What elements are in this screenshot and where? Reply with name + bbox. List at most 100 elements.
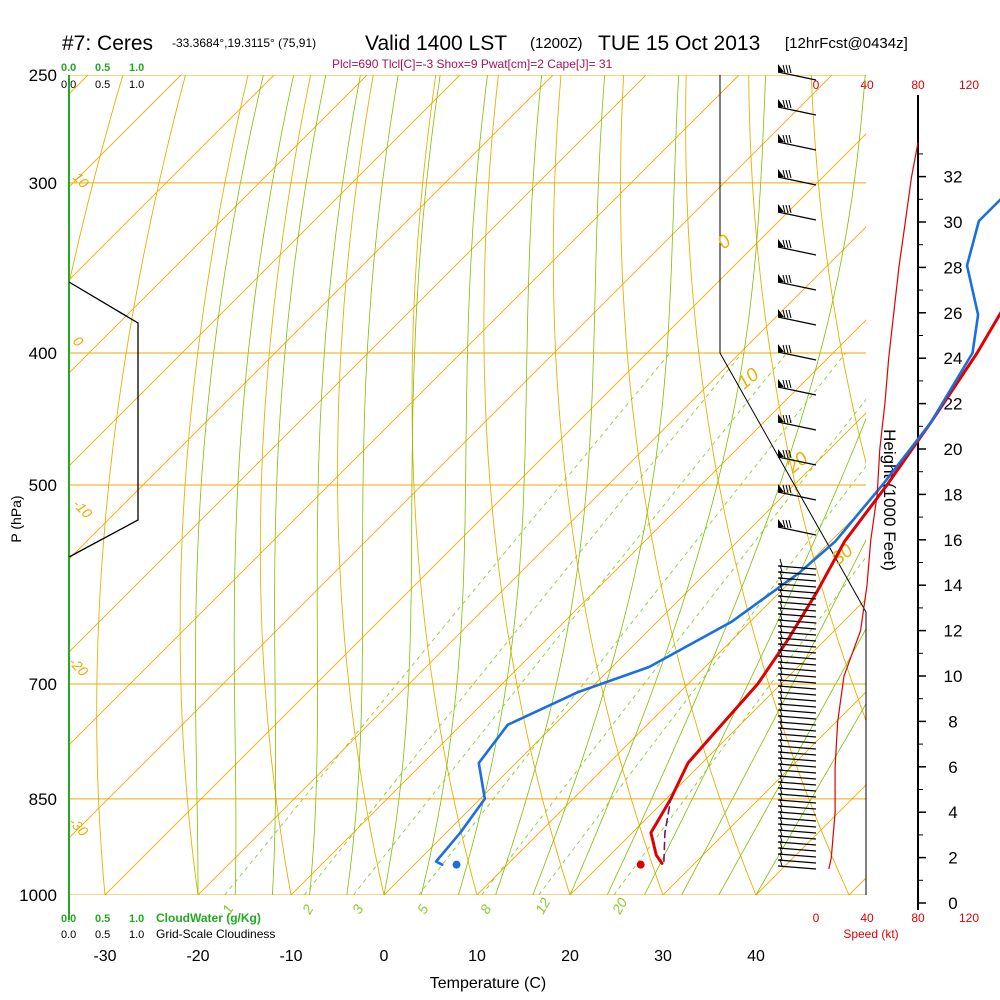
wind-barb-staff bbox=[777, 491, 817, 501]
wind-barb-feather bbox=[779, 792, 783, 801]
wind-barb-feather bbox=[779, 588, 783, 597]
wind-barb-feather bbox=[779, 612, 783, 621]
height-tick-label: 18 bbox=[944, 485, 963, 504]
wind-barb-staff bbox=[777, 281, 817, 291]
wind-barb-staff bbox=[777, 421, 817, 431]
wind-barb-staff bbox=[777, 661, 817, 666]
height-tick-label: 24 bbox=[944, 349, 963, 368]
wind-barb-feather bbox=[788, 414, 792, 424]
wind-barb-feather bbox=[785, 239, 789, 249]
wind-barb-pennant bbox=[778, 379, 784, 387]
wind-barb-feather bbox=[785, 274, 789, 284]
wind-barb-feather bbox=[779, 600, 783, 609]
wind-barb-feather bbox=[779, 660, 783, 669]
wind-barb-feather bbox=[782, 274, 786, 284]
wind-barb-staff bbox=[777, 351, 817, 361]
wind-barb-feather bbox=[785, 414, 789, 424]
cloud-water-scale-bottom: 0.0 0.5 1.0 CloudWater (g/Kg) 0.0 0.5 1.… bbox=[61, 911, 275, 941]
pressure-tick-label: 500 bbox=[29, 476, 57, 495]
temperature-tick-label: -20 bbox=[186, 948, 209, 965]
speed-tick: 40 bbox=[860, 911, 874, 925]
wind-barb-feather bbox=[779, 618, 783, 627]
pressure-tick-label: 1000 bbox=[19, 886, 57, 905]
temperature-tick-label: 40 bbox=[747, 948, 765, 965]
wind-barb-staff bbox=[777, 841, 817, 846]
wind-barb-feather bbox=[779, 678, 783, 687]
dry-adiabat-line bbox=[620, 75, 757, 895]
cloud-water-tick: 1.0 bbox=[129, 62, 144, 74]
wind-barb-feather bbox=[779, 690, 783, 699]
wind-barb-feather bbox=[788, 379, 792, 389]
wind-barb-staff bbox=[777, 703, 817, 708]
wind-barb-feather bbox=[779, 762, 783, 771]
wind-barb-feather bbox=[788, 64, 792, 74]
wind-barb-staff bbox=[777, 691, 817, 696]
wind-barb-pennant bbox=[778, 484, 784, 492]
wind-barb-staff bbox=[777, 757, 817, 762]
wind-barb-feather bbox=[788, 134, 792, 144]
wind-barb-staff bbox=[777, 643, 817, 648]
wind-barb-feather bbox=[782, 519, 786, 529]
cloudiness-tick: 1.0 bbox=[129, 79, 144, 91]
wind-barb-staff bbox=[777, 316, 817, 326]
wind-barb-feather bbox=[788, 239, 792, 249]
wind-barb-staff bbox=[777, 631, 817, 636]
dry-adiabat-line bbox=[259, 75, 312, 895]
utc-time: (1200Z) bbox=[530, 35, 583, 52]
wind-barb-staff bbox=[777, 637, 817, 642]
wind-barb-feather bbox=[782, 134, 786, 144]
wind-speed-line bbox=[828, 142, 919, 870]
mixing-ratio-line bbox=[303, 352, 743, 895]
wind-barb-feather bbox=[785, 204, 789, 214]
wind-barb-feather bbox=[779, 744, 783, 753]
temperature-tick-label: 10 bbox=[468, 948, 486, 965]
wind-panel-boundary bbox=[719, 75, 867, 895]
wind-barb-feather bbox=[779, 672, 783, 681]
parcel-line bbox=[663, 798, 672, 863]
surface-temperature-point bbox=[636, 860, 645, 869]
mixing-ratio-label: 8 bbox=[477, 902, 495, 917]
wind-barb-pennant bbox=[778, 449, 784, 457]
wind-barb-feather bbox=[779, 582, 783, 591]
station-coords: -33.3684°,19.3115° (75,91) bbox=[172, 36, 316, 50]
height-tick-label: 14 bbox=[944, 576, 963, 595]
wind-barb-feather bbox=[782, 99, 786, 109]
cloudiness-label: Grid-Scale Cloudiness bbox=[156, 927, 275, 941]
speed-tick: 80 bbox=[911, 78, 925, 92]
sounding-series bbox=[434, 198, 1000, 869]
wind-barb-feather bbox=[779, 816, 783, 825]
wind-barb-staff bbox=[777, 697, 817, 702]
wind-barb-feather bbox=[779, 840, 783, 849]
wind-barbs bbox=[777, 64, 919, 870]
speed-axis-top: 0 40 80 120 bbox=[813, 78, 980, 92]
wind-barb-staff bbox=[777, 769, 817, 774]
wind-barb-feather bbox=[779, 606, 783, 615]
cloud-water-label: CloudWater (g/Kg) bbox=[156, 911, 261, 925]
wind-barb-feather bbox=[779, 702, 783, 711]
cloudiness-tick: 0.5 bbox=[95, 79, 110, 91]
wind-barb-feather bbox=[782, 309, 786, 319]
dry-adiabat-line bbox=[483, 75, 571, 895]
isotherm-label: -10 bbox=[70, 496, 96, 522]
wind-barb-staff bbox=[777, 607, 817, 612]
wind-barb-feather bbox=[779, 834, 783, 843]
isotherm-line bbox=[69, 75, 461, 467]
pressure-tick-label: 700 bbox=[29, 675, 57, 694]
wind-barb-feather bbox=[779, 684, 783, 693]
wind-barb-feather bbox=[785, 99, 789, 109]
temperature-tick-label: -30 bbox=[93, 948, 116, 965]
moist-adiabat-line bbox=[272, 75, 327, 895]
speed-tick: 80 bbox=[911, 911, 925, 925]
wind-barb-pennant bbox=[778, 99, 784, 107]
wind-barb-feather bbox=[779, 654, 783, 663]
wind-barb-feather bbox=[779, 852, 783, 861]
speed-axis-label: Speed (kt) bbox=[843, 927, 898, 941]
dry-adiabat-line bbox=[337, 75, 385, 895]
wind-barb-feather bbox=[782, 169, 786, 179]
moist-adiabat-line bbox=[495, 75, 606, 895]
wind-barb-feather bbox=[788, 274, 792, 284]
wind-barb-feather bbox=[779, 858, 783, 867]
dry-adiabat-line bbox=[810, 75, 866, 465]
wind-barb-staff bbox=[777, 601, 817, 606]
temperature-tick-label: 0 bbox=[380, 948, 389, 965]
